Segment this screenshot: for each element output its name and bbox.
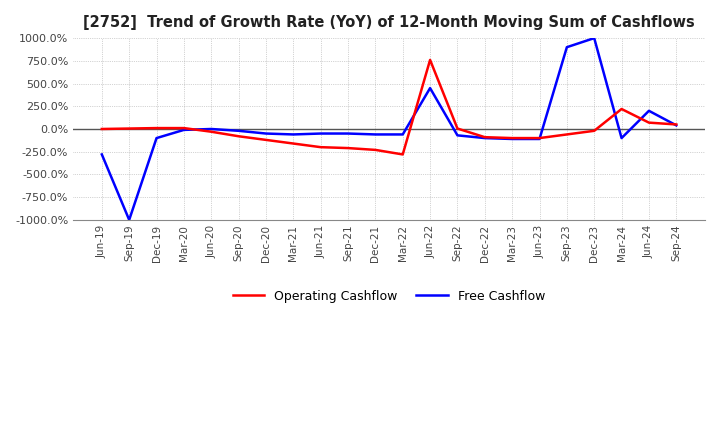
Operating Cashflow <box>398 152 407 157</box>
Operating Cashflow <box>261 137 270 143</box>
Free Cashflow <box>207 126 215 132</box>
Operating Cashflow <box>289 141 297 146</box>
Operating Cashflow <box>207 129 215 134</box>
Operating Cashflow <box>644 120 653 125</box>
Free Cashflow <box>590 36 598 41</box>
Free Cashflow <box>97 152 106 157</box>
Free Cashflow <box>426 85 434 91</box>
Free Cashflow <box>152 136 161 141</box>
Free Cashflow <box>234 128 243 133</box>
Operating Cashflow <box>179 125 188 131</box>
Free Cashflow <box>617 136 626 141</box>
Free Cashflow <box>261 131 270 136</box>
Legend: Operating Cashflow, Free Cashflow: Operating Cashflow, Free Cashflow <box>228 285 550 308</box>
Free Cashflow <box>179 127 188 132</box>
Operating Cashflow <box>535 136 544 141</box>
Operating Cashflow <box>426 57 434 62</box>
Free Cashflow <box>398 132 407 137</box>
Operating Cashflow <box>343 146 352 151</box>
Free Cashflow <box>343 131 352 136</box>
Free Cashflow <box>316 131 325 136</box>
Operating Cashflow <box>97 126 106 132</box>
Line: Operating Cashflow: Operating Cashflow <box>102 60 676 154</box>
Free Cashflow <box>125 217 133 223</box>
Free Cashflow <box>562 44 571 50</box>
Operating Cashflow <box>152 125 161 131</box>
Free Cashflow <box>535 136 544 142</box>
Free Cashflow <box>480 136 489 141</box>
Line: Free Cashflow: Free Cashflow <box>102 38 676 220</box>
Operating Cashflow <box>316 144 325 150</box>
Operating Cashflow <box>480 135 489 140</box>
Operating Cashflow <box>590 128 598 133</box>
Free Cashflow <box>644 108 653 114</box>
Title: [2752]  Trend of Growth Rate (YoY) of 12-Month Moving Sum of Cashflows: [2752] Trend of Growth Rate (YoY) of 12-… <box>84 15 695 30</box>
Free Cashflow <box>289 132 297 137</box>
Operating Cashflow <box>234 134 243 139</box>
Free Cashflow <box>672 123 680 128</box>
Operating Cashflow <box>125 126 133 131</box>
Operating Cashflow <box>453 126 462 131</box>
Free Cashflow <box>453 133 462 138</box>
Operating Cashflow <box>672 122 680 127</box>
Free Cashflow <box>371 132 379 137</box>
Operating Cashflow <box>617 106 626 112</box>
Operating Cashflow <box>562 132 571 137</box>
Free Cashflow <box>508 136 516 142</box>
Operating Cashflow <box>371 147 379 153</box>
Operating Cashflow <box>508 136 516 141</box>
